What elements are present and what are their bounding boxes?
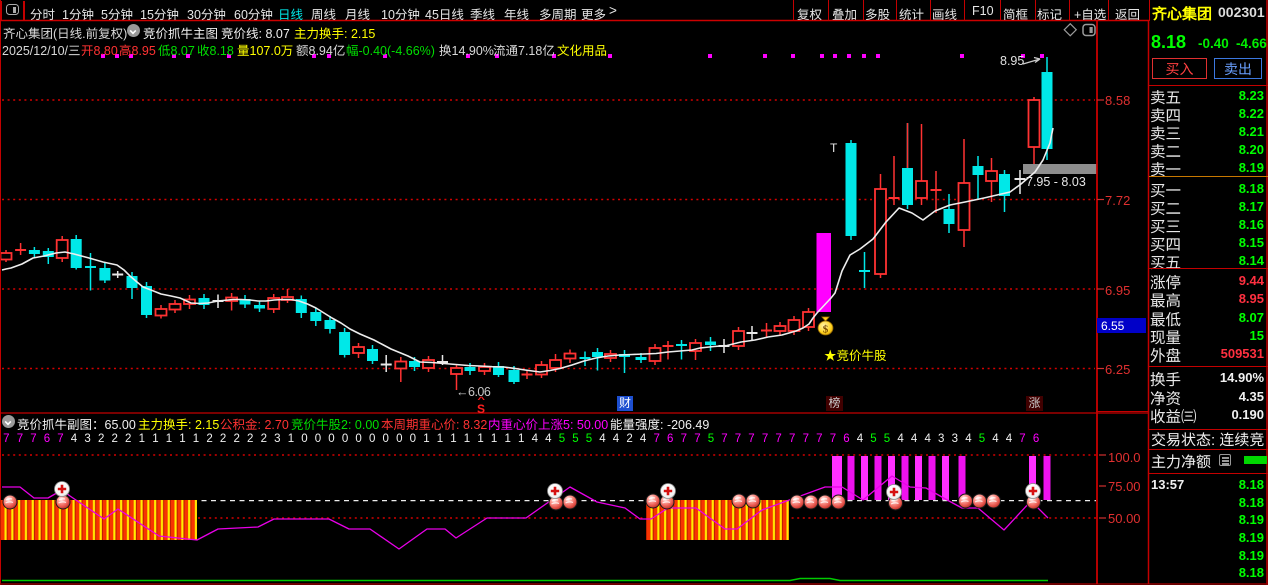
svg-text:6: 6 — [843, 433, 849, 445]
svg-text:7: 7 — [57, 433, 63, 445]
svg-text:4: 4 — [613, 433, 620, 445]
svg-text:2: 2 — [125, 433, 131, 445]
svg-text:7: 7 — [816, 433, 822, 445]
svg-text:1: 1 — [437, 433, 443, 445]
svg-text:1: 1 — [179, 433, 185, 445]
svg-text:5: 5 — [884, 433, 890, 445]
svg-text:1: 1 — [423, 433, 429, 445]
svg-text:4: 4 — [924, 433, 931, 445]
svg-text:2: 2 — [111, 433, 117, 445]
svg-text:0: 0 — [301, 433, 307, 445]
svg-text:4: 4 — [1006, 433, 1013, 445]
svg-text:3: 3 — [952, 433, 958, 445]
svg-text:2: 2 — [247, 433, 253, 445]
svg-text:7: 7 — [735, 433, 741, 445]
svg-text:1: 1 — [477, 433, 483, 445]
svg-text:7: 7 — [681, 433, 687, 445]
svg-text:5: 5 — [572, 433, 578, 445]
svg-text:1: 1 — [491, 433, 497, 445]
svg-text:7: 7 — [762, 433, 768, 445]
svg-text:1: 1 — [518, 433, 524, 445]
svg-text:7: 7 — [3, 433, 9, 445]
svg-text:1: 1 — [193, 433, 199, 445]
svg-text:0: 0 — [342, 433, 348, 445]
svg-text:4: 4 — [532, 433, 539, 445]
svg-text:1: 1 — [504, 433, 510, 445]
svg-text:4: 4 — [599, 433, 606, 445]
svg-text:5: 5 — [979, 433, 985, 445]
svg-text:7: 7 — [17, 433, 23, 445]
svg-text:2: 2 — [98, 433, 104, 445]
svg-text:0: 0 — [328, 433, 334, 445]
svg-text:0: 0 — [355, 433, 361, 445]
svg-text:4: 4 — [71, 433, 78, 445]
svg-text:0: 0 — [396, 433, 402, 445]
svg-text:4: 4 — [857, 433, 864, 445]
svg-text:7: 7 — [721, 433, 727, 445]
svg-text:0: 0 — [410, 433, 416, 445]
svg-text:2: 2 — [261, 433, 267, 445]
svg-text:5: 5 — [559, 433, 565, 445]
svg-text:7: 7 — [653, 433, 659, 445]
svg-text:7: 7 — [830, 433, 836, 445]
svg-text:4: 4 — [911, 433, 918, 445]
svg-text:1: 1 — [152, 433, 158, 445]
svg-text:7: 7 — [775, 433, 781, 445]
svg-text:7: 7 — [748, 433, 754, 445]
svg-text:4: 4 — [992, 433, 999, 445]
svg-text:$: $ — [823, 324, 829, 336]
svg-text:0: 0 — [382, 433, 388, 445]
svg-text:6: 6 — [1033, 433, 1039, 445]
svg-text:7: 7 — [803, 433, 809, 445]
svg-text:1: 1 — [464, 433, 470, 445]
svg-text:0: 0 — [315, 433, 321, 445]
svg-text:7: 7 — [694, 433, 700, 445]
svg-text:5: 5 — [708, 433, 714, 445]
svg-text:5: 5 — [870, 433, 876, 445]
svg-text:4: 4 — [897, 433, 904, 445]
svg-text:7: 7 — [1019, 433, 1025, 445]
svg-text:7: 7 — [30, 433, 36, 445]
svg-text:1: 1 — [139, 433, 145, 445]
svg-text:1: 1 — [166, 433, 172, 445]
svg-text:0: 0 — [369, 433, 375, 445]
svg-text:6: 6 — [667, 433, 673, 445]
svg-text:3: 3 — [274, 433, 280, 445]
svg-text:1: 1 — [450, 433, 456, 445]
svg-text:5: 5 — [586, 433, 592, 445]
svg-text:2: 2 — [233, 433, 239, 445]
svg-text:4: 4 — [640, 433, 647, 445]
svg-text:4: 4 — [545, 433, 552, 445]
svg-text:1: 1 — [288, 433, 294, 445]
svg-text:3: 3 — [84, 433, 90, 445]
svg-text:3: 3 — [938, 433, 944, 445]
svg-text:2: 2 — [206, 433, 212, 445]
svg-text:6: 6 — [44, 433, 50, 445]
svg-text:2: 2 — [220, 433, 226, 445]
svg-text:4: 4 — [965, 433, 972, 445]
svg-text:7: 7 — [789, 433, 795, 445]
svg-text:2: 2 — [626, 433, 632, 445]
